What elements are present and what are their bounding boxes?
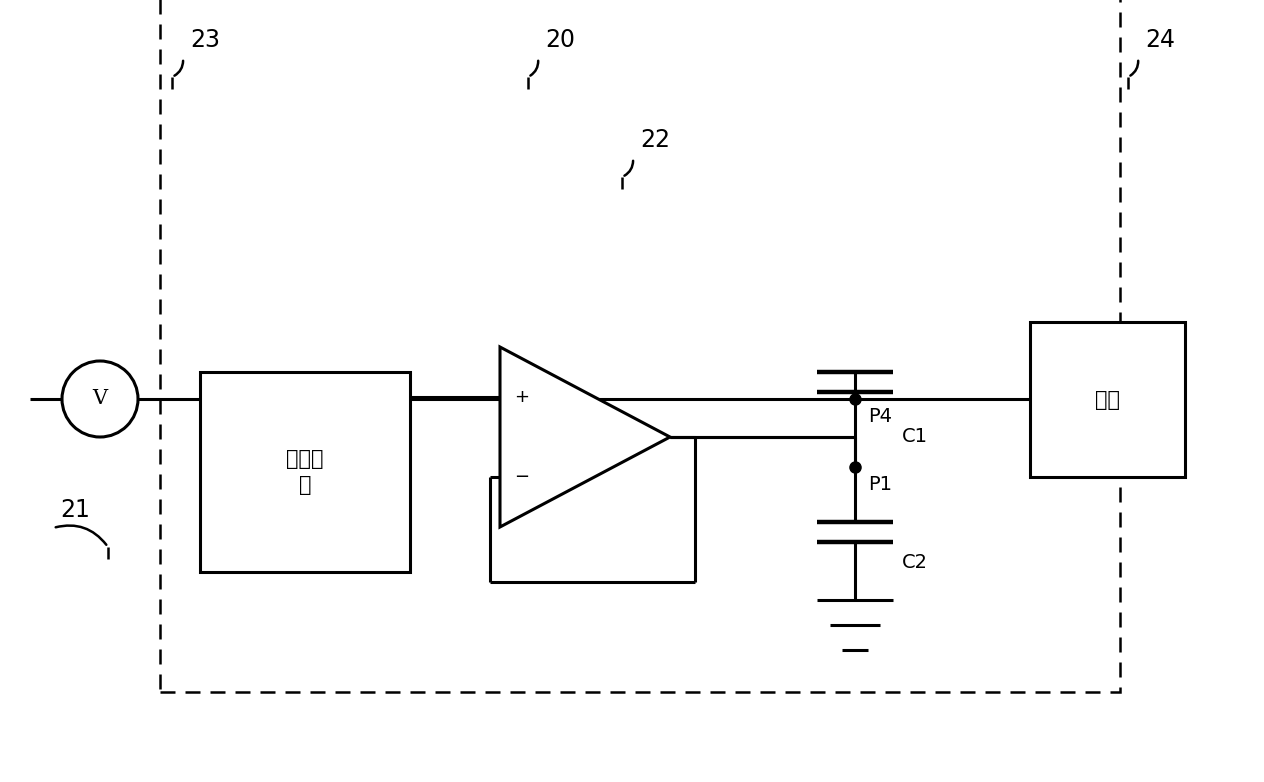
Text: +: + [514,389,530,407]
Text: 23: 23 [190,28,220,52]
Text: 负载: 负载 [1095,389,1120,410]
Text: −: − [514,468,530,486]
Bar [1030,322,1186,477]
Text: 20: 20 [545,28,575,52]
Text: P1: P1 [868,475,892,494]
Polygon shape [501,347,670,527]
Bar [161,0,1120,692]
Text: 21: 21 [61,498,90,522]
Text: C1: C1 [902,428,928,447]
Text: P4: P4 [868,407,892,426]
Text: 24: 24 [1145,28,1176,52]
Text: C2: C2 [902,553,928,572]
Bar [200,372,410,572]
Text: 分压电
路: 分压电 路 [286,449,324,495]
Text: 22: 22 [640,128,670,152]
Text: V: V [92,389,107,408]
